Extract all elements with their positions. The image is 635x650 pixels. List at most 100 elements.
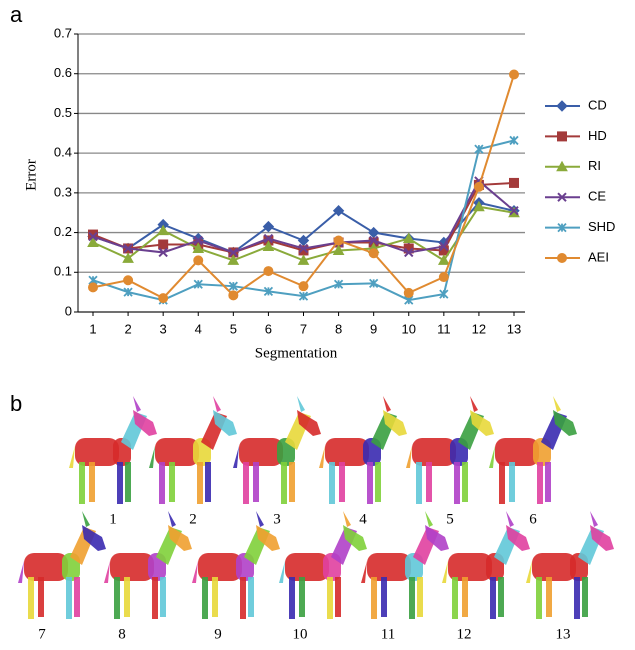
model-part: [281, 462, 287, 504]
model-part: [537, 462, 543, 504]
marker: [510, 178, 519, 187]
model-part: [82, 511, 90, 527]
segmented-model: [192, 511, 280, 619]
model-part: [279, 561, 285, 583]
model-part: [383, 396, 391, 412]
model-part: [79, 462, 85, 504]
y-tick-label: 0.7: [54, 25, 72, 40]
marker: [264, 267, 273, 276]
caption: 13: [556, 626, 571, 642]
model-part: [28, 577, 34, 619]
x-tick-label: 6: [265, 321, 272, 336]
model-part: [545, 462, 551, 502]
model-part: [329, 462, 335, 504]
legend-label: HD: [588, 128, 607, 143]
model-part: [243, 462, 249, 504]
model-part: [489, 446, 495, 468]
model-part: [66, 577, 72, 619]
model-part: [169, 462, 175, 502]
model-part: [375, 462, 381, 502]
model-part: [205, 462, 211, 502]
marker: [124, 276, 133, 285]
model-part: [38, 577, 44, 617]
caption: 6: [529, 511, 537, 527]
model-part: [213, 396, 221, 412]
model-part: [553, 396, 561, 412]
x-tick-label: 3: [160, 321, 167, 336]
caption: 10: [293, 626, 308, 642]
legend-label: SHD: [588, 219, 615, 234]
segmented-model: [69, 396, 157, 504]
marker: [510, 70, 519, 79]
model-part: [361, 561, 367, 583]
model-part: [159, 462, 165, 504]
model-part: [367, 553, 411, 581]
model-part: [452, 577, 458, 619]
model-part: [417, 577, 423, 617]
segmented-model: [279, 511, 367, 619]
y-tick-label: 0.5: [54, 105, 72, 120]
x-tick-label: 13: [507, 321, 521, 336]
model-part: [462, 462, 468, 502]
model-part: [256, 511, 264, 527]
segmented-model: [406, 396, 494, 504]
model-part: [152, 577, 158, 619]
model-part: [412, 438, 456, 466]
segmented-model: [489, 396, 577, 504]
model-part: [160, 577, 166, 617]
model-part: [367, 462, 373, 504]
marker: [89, 283, 98, 292]
x-tick-label: 2: [124, 321, 131, 336]
model-part: [299, 577, 305, 617]
marker: [439, 273, 448, 282]
y-tick-label: 0.3: [54, 184, 72, 199]
model-part: [110, 553, 154, 581]
caption: 8: [118, 626, 126, 642]
y-axis-title: Error: [23, 159, 39, 191]
caption: 12: [457, 626, 472, 642]
model-part: [248, 577, 254, 617]
model-part: [192, 561, 198, 583]
x-tick-label: 9: [370, 321, 377, 336]
model-part: [212, 577, 218, 617]
y-tick-label: 0.4: [54, 145, 72, 160]
model-part: [470, 396, 478, 412]
marker: [229, 291, 238, 300]
marker: [558, 254, 567, 263]
caption: 11: [381, 626, 395, 642]
caption: 3: [273, 511, 281, 527]
segmented-model: [149, 396, 237, 504]
model-part: [409, 577, 415, 619]
model-part: [285, 553, 329, 581]
model-part: [240, 577, 246, 619]
model-part: [125, 462, 131, 502]
segmented-model: [233, 396, 321, 504]
model-part: [448, 553, 492, 581]
model-part: [454, 462, 460, 504]
marker: [557, 101, 567, 111]
model-part: [289, 462, 295, 502]
model-part: [233, 446, 239, 468]
legend-label: RI: [588, 158, 601, 173]
segmented-model: [319, 396, 407, 504]
model-part: [202, 577, 208, 619]
segmented-model: [361, 511, 449, 619]
model-part: [590, 511, 598, 527]
caption: 5: [446, 511, 454, 527]
caption: 4: [359, 511, 367, 527]
model-part: [197, 462, 203, 504]
model-part: [149, 446, 155, 468]
model-part: [406, 446, 412, 468]
model-part: [155, 438, 199, 466]
model-part: [381, 577, 387, 617]
panel-label: b: [10, 391, 22, 416]
legend-label: CD: [588, 97, 607, 112]
caption: 7: [38, 626, 46, 642]
x-tick-label: 8: [335, 321, 342, 336]
model-part: [319, 446, 325, 468]
series-line: [93, 140, 514, 300]
model-part: [546, 577, 552, 617]
model-part: [526, 561, 532, 583]
model-part: [239, 438, 283, 466]
marker: [558, 132, 567, 141]
